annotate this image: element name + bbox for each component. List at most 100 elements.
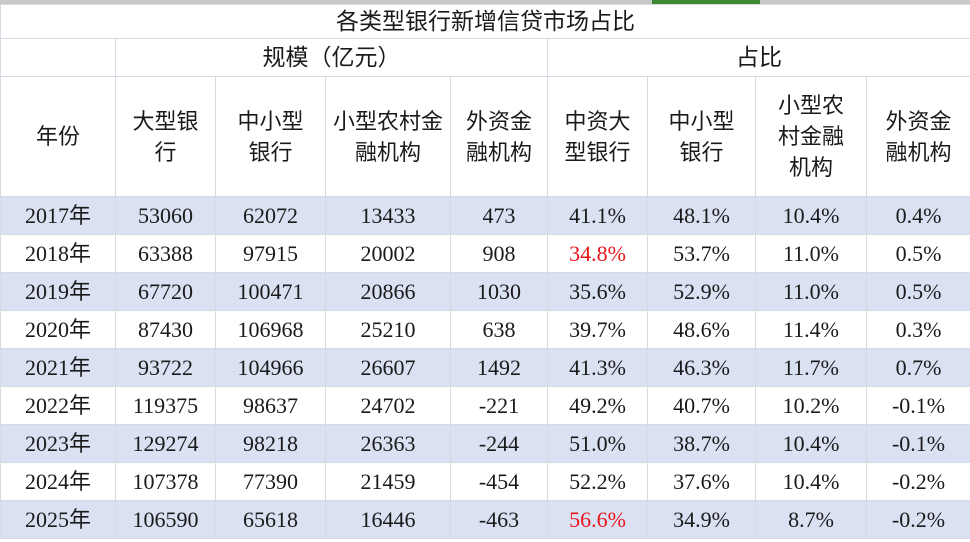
- column-header: 中小型银行: [647, 76, 756, 197]
- group-header-empty: [0, 38, 116, 77]
- value-cell: 20866: [325, 272, 451, 311]
- column-header: 外资金融机构: [865, 76, 970, 197]
- table-row: 2018年 63388 97915 20002 908 34.8% 53.7% 11.0% 0.…: [0, 234, 970, 273]
- value-cell: 129274: [115, 424, 216, 463]
- value-cell: 93722: [115, 348, 216, 387]
- value-cell: 0.5%: [865, 272, 970, 311]
- value-cell: 106590: [115, 500, 216, 539]
- value-cell: -0.2%: [865, 462, 970, 501]
- column-header: 小型农村金融机构: [755, 76, 867, 197]
- value-cell: 10.4%: [755, 196, 867, 235]
- value-cell: 35.6%: [547, 272, 648, 311]
- value-cell: 40.7%: [647, 386, 756, 425]
- value-cell: 26607: [325, 348, 451, 387]
- value-cell: 52.9%: [647, 272, 756, 311]
- column-header: 大型银行: [115, 76, 216, 197]
- value-cell: 16446: [325, 500, 451, 539]
- column-header-label: 中小型银行: [237, 108, 304, 165]
- value-cell: 26363: [325, 424, 451, 463]
- value-cell: 67720: [115, 272, 216, 311]
- value-cell: 51.0%: [547, 424, 648, 463]
- column-header-label: 外资金融机构: [885, 108, 952, 165]
- column-header-label: 中小型银行: [668, 108, 735, 165]
- table-title: 各类型银行新增信贷市场占比: [0, 4, 970, 39]
- value-cell: 908: [450, 234, 548, 273]
- value-cell: 77390: [215, 462, 326, 501]
- value-cell: 34.9%: [647, 500, 756, 539]
- year-cell: 2019年: [0, 272, 116, 311]
- table-row: 2020年 87430 106968 25210 638 39.7% 48.6% 11.4% 0…: [0, 310, 970, 349]
- value-cell: 53060: [115, 196, 216, 235]
- value-cell: 106968: [215, 310, 326, 349]
- value-cell: 473: [450, 196, 548, 235]
- value-cell: 97915: [215, 234, 326, 273]
- table-row: 2019年 67720 100471 20866 1030 35.6% 52.9% 11.0%…: [0, 272, 970, 311]
- value-cell: 0.5%: [865, 234, 970, 273]
- value-cell: 24702: [325, 386, 451, 425]
- value-cell: 87430: [115, 310, 216, 349]
- value-cell: 20002: [325, 234, 451, 273]
- value-cell: -0.1%: [865, 424, 970, 463]
- year-cell: 2023年: [0, 424, 116, 463]
- group-header-share: 占比: [546, 38, 970, 77]
- year-cell: 2020年: [0, 310, 116, 349]
- value-cell: 62072: [215, 196, 326, 235]
- table-row: 2021年 93722 104966 26607 1492 41.3% 46.3% 11.7%…: [0, 348, 970, 387]
- value-cell: 53.7%: [647, 234, 756, 273]
- table-row: 2023年 129274 98218 26363 -244 51.0% 38.7% 10.4%…: [0, 424, 970, 463]
- bank-credit-share-table: 各类型银行新增信贷市场占比 规模（亿元） 占比 年份 大型银行 中小型银行 小型农村金…: [0, 4, 970, 539]
- value-cell: 13433: [325, 196, 451, 235]
- value-cell: 48.1%: [647, 196, 756, 235]
- year-cell: 2024年: [0, 462, 116, 501]
- value-cell: 8.7%: [755, 500, 867, 539]
- column-header-label: 大型银行: [132, 108, 199, 165]
- value-cell: 11.0%: [755, 272, 867, 311]
- column-header: 年份: [0, 76, 116, 197]
- value-cell: -244: [450, 424, 548, 463]
- year-cell: 2025年: [0, 500, 116, 539]
- value-cell: 1492: [450, 348, 548, 387]
- value-cell: 107378: [115, 462, 216, 501]
- value-cell: 638: [450, 310, 548, 349]
- column-header-label: 年份: [35, 124, 80, 149]
- value-cell: 52.2%: [547, 462, 648, 501]
- value-cell: 98218: [215, 424, 326, 463]
- value-cell: 10.4%: [755, 424, 867, 463]
- value-cell: 11.0%: [755, 234, 867, 273]
- column-header-label: 外资金融机构: [465, 108, 532, 165]
- value-cell: 56.6%: [547, 500, 648, 539]
- column-header: 小型农村金融机构: [325, 76, 451, 197]
- value-cell: 38.7%: [647, 424, 756, 463]
- value-cell: 104966: [215, 348, 326, 387]
- value-cell: 0.4%: [865, 196, 970, 235]
- column-header: 外资金融机构: [450, 76, 548, 197]
- column-header: 中资大型银行: [547, 76, 648, 197]
- year-cell: 2022年: [0, 386, 116, 425]
- year-cell: 2021年: [0, 348, 116, 387]
- value-cell: 49.2%: [547, 386, 648, 425]
- table-row: 2024年 107378 77390 21459 -454 52.2% 37.6% 10.4%…: [0, 462, 970, 501]
- value-cell: -221: [450, 386, 548, 425]
- value-cell: 37.6%: [647, 462, 756, 501]
- value-cell: -0.1%: [865, 386, 970, 425]
- column-header: 中小型银行: [215, 76, 326, 197]
- value-cell: 48.6%: [647, 310, 756, 349]
- value-cell: 34.8%: [547, 234, 648, 273]
- value-cell: 21459: [325, 462, 451, 501]
- value-cell: 41.3%: [547, 348, 648, 387]
- year-cell: 2017年: [0, 196, 116, 235]
- value-cell: 65618: [215, 500, 326, 539]
- value-cell: 11.4%: [755, 310, 867, 349]
- column-header-label: 小型农村金融机构: [332, 108, 443, 165]
- value-cell: 0.7%: [865, 348, 970, 387]
- group-header-scale: 规模（亿元）: [115, 38, 548, 77]
- value-cell: 10.2%: [755, 386, 867, 425]
- value-cell: -0.2%: [865, 500, 970, 539]
- column-header-label: 小型农村金融机构: [777, 93, 844, 180]
- value-cell: 25210: [325, 310, 451, 349]
- value-cell: -463: [450, 500, 548, 539]
- value-cell: 0.3%: [865, 310, 970, 349]
- top-strip: [0, 0, 970, 4]
- table-row: 2022年 119375 98637 24702 -221 49.2% 40.7% 10.2%…: [0, 386, 970, 425]
- column-header-label: 中资大型银行: [564, 108, 631, 165]
